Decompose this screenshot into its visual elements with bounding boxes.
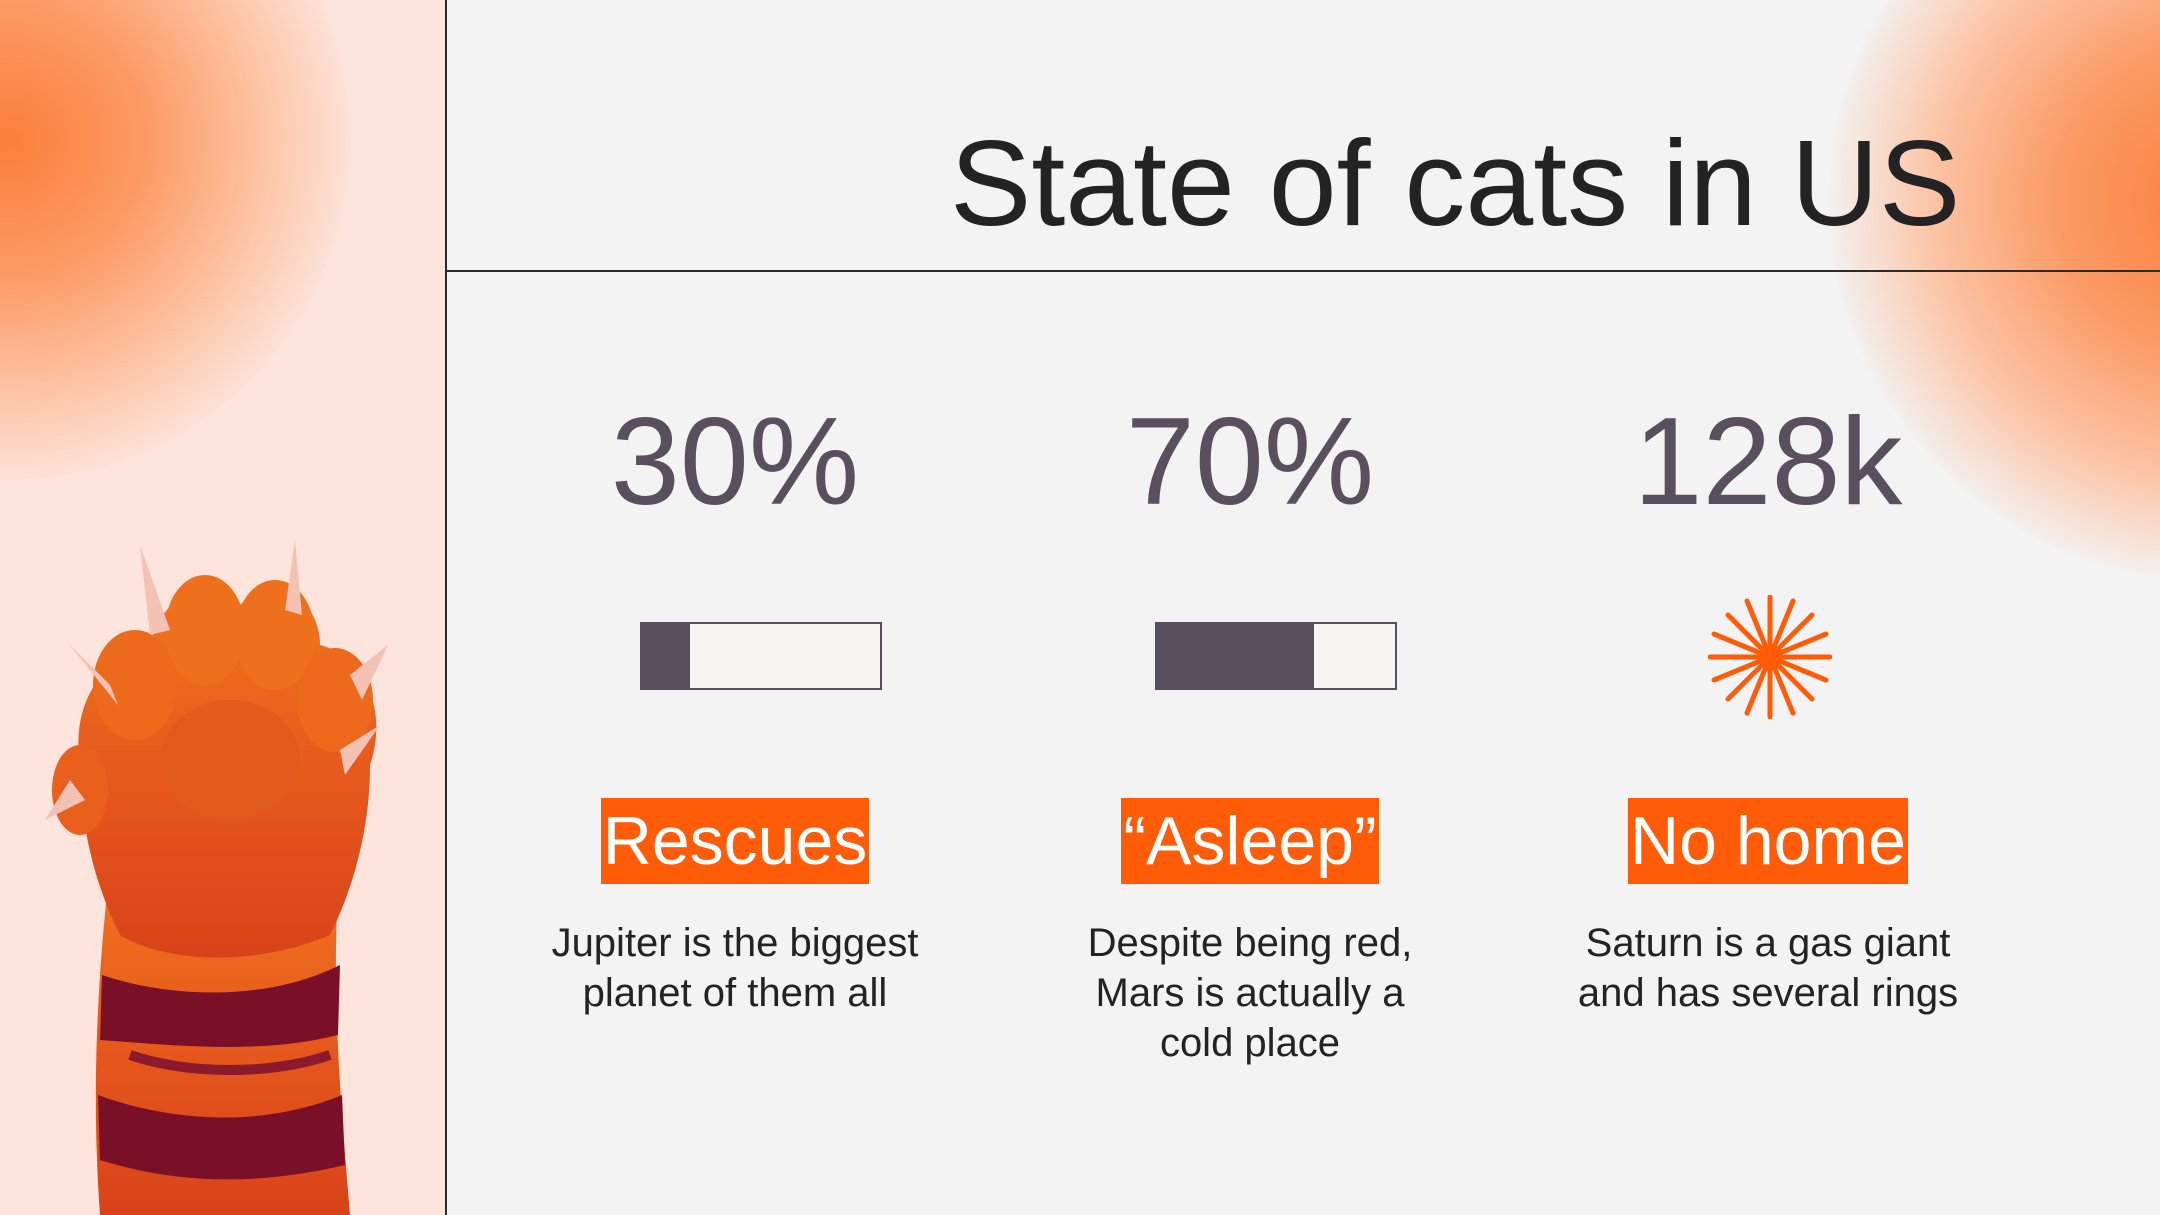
progress-bar bbox=[640, 622, 882, 690]
stat-rescues: 30% Rescues Jupiter is the biggest plane… bbox=[455, 400, 1015, 1100]
stat-description: Despite being red, Mars is actually a co… bbox=[1087, 921, 1413, 1065]
cat-paw-illustration bbox=[45, 540, 388, 1215]
stat-label: “Asleep” bbox=[1121, 798, 1379, 884]
stat-no-home: 128k No home Saturn is a gas giant and h… bbox=[1488, 400, 2048, 1100]
stat-asleep: 70% “Asleep” Despite being red, Mars is … bbox=[970, 400, 1530, 1100]
progress-bar bbox=[1155, 622, 1397, 690]
decorative-orange-glow-left bbox=[0, 0, 350, 480]
progress-bar-fill bbox=[642, 624, 690, 688]
stat-label: No home bbox=[1628, 798, 1908, 884]
slide-title: State of cats in US bbox=[950, 115, 1961, 251]
left-decorative-panel bbox=[0, 0, 445, 1215]
progress-bar-fill bbox=[1157, 624, 1315, 688]
stat-description: Jupiter is the biggest planet of them al… bbox=[551, 921, 919, 1015]
stat-value: 70% bbox=[1125, 393, 1375, 531]
stat-value: 30% bbox=[610, 393, 860, 531]
horizontal-divider bbox=[445, 270, 2160, 272]
stat-value: 128k bbox=[1633, 393, 1903, 531]
stat-description: Saturn is a gas giant and has several ri… bbox=[1577, 921, 1959, 1015]
stat-label: Rescues bbox=[600, 798, 870, 884]
vertical-divider bbox=[445, 0, 447, 1215]
asterisk-star-icon bbox=[1708, 595, 1832, 719]
